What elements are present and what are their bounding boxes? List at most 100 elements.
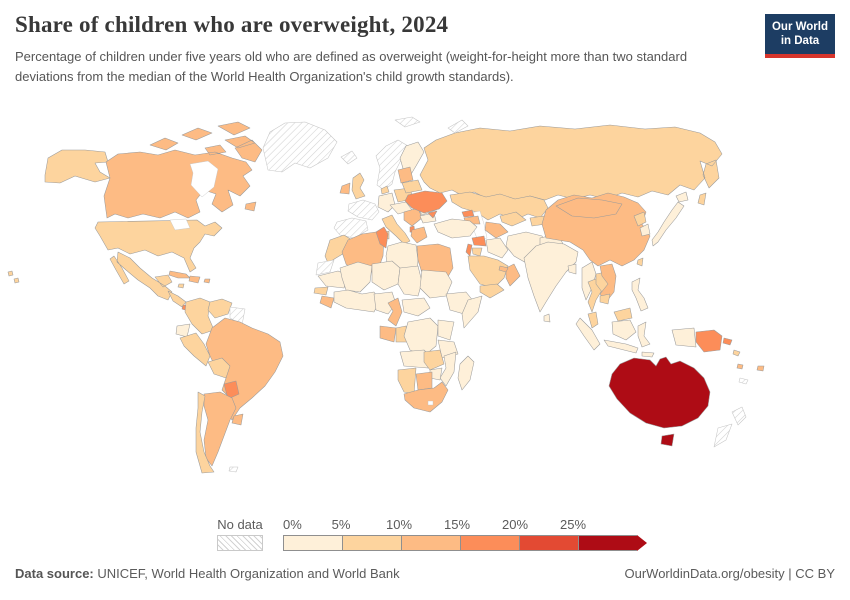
- country-belarus[interactable]: [401, 179, 423, 194]
- owid-logo[interactable]: Our World in Data: [765, 14, 835, 58]
- legend-bin-5-10[interactable]: [342, 535, 401, 551]
- country-puerto-rico[interactable]: [203, 278, 211, 284]
- country-mozambique[interactable]: [439, 351, 457, 387]
- country-north-korea[interactable]: [633, 211, 647, 227]
- country-botswana[interactable]: [415, 371, 433, 391]
- country-india[interactable]: [523, 241, 579, 313]
- country-uae[interactable]: [498, 265, 509, 273]
- country-argentina[interactable]: [203, 391, 237, 467]
- country-ireland[interactable]: [339, 182, 351, 195]
- country-novaya-zemlya[interactable]: [447, 119, 469, 134]
- country-bangladesh[interactable]: [567, 263, 577, 275]
- country-hispaniola[interactable]: [188, 275, 201, 284]
- country-namibia[interactable]: [397, 367, 417, 395]
- country-france[interactable]: [347, 199, 380, 221]
- country-syria[interactable]: [471, 235, 487, 247]
- country-chad[interactable]: [397, 265, 423, 297]
- country-morocco[interactable]: [324, 234, 353, 264]
- country-zambia[interactable]: [423, 349, 445, 371]
- country-western-sahara[interactable]: [315, 259, 335, 276]
- country-venezuela[interactable]: [207, 298, 233, 319]
- chart-header: Share of children who are overweight, 20…: [15, 12, 835, 86]
- country-lebanon-israel[interactable]: [465, 243, 473, 257]
- country-malaysia[interactable]: [587, 307, 633, 329]
- country-paraguay[interactable]: [223, 380, 240, 400]
- country-cambodia[interactable]: [599, 293, 611, 305]
- country-uganda-kenya[interactable]: [437, 319, 455, 341]
- country-jamaica[interactable]: [177, 283, 185, 289]
- country-mexico[interactable]: [109, 251, 173, 301]
- country-papua-new-guinea[interactable]: [695, 329, 733, 353]
- country-falkland-islands[interactable]: [228, 466, 239, 473]
- country-bolivia[interactable]: [207, 357, 231, 379]
- country-jordan[interactable]: [471, 247, 483, 257]
- country-south-korea[interactable]: [639, 223, 651, 237]
- legend-bin-15-20[interactable]: [460, 535, 519, 551]
- country-oman[interactable]: [505, 263, 521, 287]
- country-yemen[interactable]: [479, 283, 505, 299]
- country-cuba[interactable]: [168, 270, 191, 279]
- country-germany[interactable]: [377, 192, 396, 213]
- legend-arrow-icon: [637, 535, 647, 551]
- country-alaska[interactable]: [44, 149, 111, 184]
- country-japan[interactable]: [651, 191, 689, 247]
- country-vanuatu[interactable]: [736, 363, 744, 370]
- country-tunisia[interactable]: [375, 226, 389, 249]
- legend-bin-20-25[interactable]: [519, 535, 578, 551]
- owid-logo-line2: in Data: [780, 35, 820, 48]
- country-new-caledonia[interactable]: [738, 377, 749, 385]
- country-madagascar[interactable]: [457, 355, 475, 391]
- country-uk[interactable]: [351, 172, 366, 200]
- country-uruguay[interactable]: [231, 413, 244, 426]
- country-senegal[interactable]: [313, 286, 329, 296]
- country-turkmenistan[interactable]: [484, 221, 509, 239]
- country-usa[interactable]: [94, 219, 223, 273]
- country-mali[interactable]: [339, 261, 373, 293]
- country-sudan[interactable]: [419, 269, 453, 299]
- country-australia[interactable]: [608, 356, 711, 447]
- country-sri-lanka[interactable]: [543, 313, 551, 323]
- chart-subtitle: Percentage of children under five years …: [15, 49, 688, 84]
- country-georgia[interactable]: [461, 209, 475, 218]
- country-baltics[interactable]: [397, 166, 414, 184]
- country-west-africa-coast[interactable]: [333, 289, 381, 313]
- country-iceland[interactable]: [340, 150, 358, 165]
- country-new-zealand[interactable]: [713, 406, 747, 448]
- country-south-africa[interactable]: [403, 381, 449, 413]
- country-uzbekistan[interactable]: [499, 211, 527, 227]
- country-car[interactable]: [401, 297, 431, 317]
- legend-no-data-swatch[interactable]: [217, 535, 263, 551]
- country-somalia[interactable]: [461, 295, 483, 329]
- country-denmark[interactable]: [380, 185, 390, 195]
- country-fiji[interactable]: [756, 365, 765, 372]
- country-ecuador[interactable]: [175, 323, 191, 338]
- country-indonesia[interactable]: [575, 317, 697, 358]
- country-greece[interactable]: [410, 226, 428, 244]
- country-cameroon[interactable]: [387, 297, 403, 327]
- country-peru[interactable]: [179, 332, 211, 367]
- country-ukraine[interactable]: [404, 190, 448, 219]
- country-canada[interactable]: [103, 121, 263, 219]
- country-spain-portugal[interactable]: [333, 217, 369, 239]
- legend-bin-25-plus[interactable]: [578, 535, 637, 551]
- country-iraq[interactable]: [485, 237, 509, 259]
- country-turkey[interactable]: [433, 218, 478, 239]
- country-chile[interactable]: [195, 391, 215, 474]
- legend-bin-10-15[interactable]: [401, 535, 460, 551]
- country-hawaii[interactable]: [7, 270, 20, 284]
- legend-no-data-label: No data: [217, 517, 263, 532]
- country-gabon[interactable]: [379, 325, 397, 343]
- country-niger[interactable]: [371, 260, 401, 291]
- country-mongolia[interactable]: [555, 197, 623, 219]
- legend-bin-0-5[interactable]: [283, 535, 342, 551]
- country-taiwan[interactable]: [636, 257, 644, 267]
- country-central-america[interactable]: [167, 290, 187, 308]
- country-greenland[interactable]: [262, 121, 338, 173]
- attribution-link[interactable]: OurWorldinData.org/obesity | CC BY: [624, 566, 836, 581]
- country-svalbard[interactable]: [394, 116, 421, 128]
- country-guinea[interactable]: [319, 295, 335, 309]
- country-solomon-islands[interactable]: [732, 349, 741, 357]
- country-saudi-arabia[interactable]: [467, 255, 509, 289]
- country-philippines[interactable]: [631, 277, 649, 312]
